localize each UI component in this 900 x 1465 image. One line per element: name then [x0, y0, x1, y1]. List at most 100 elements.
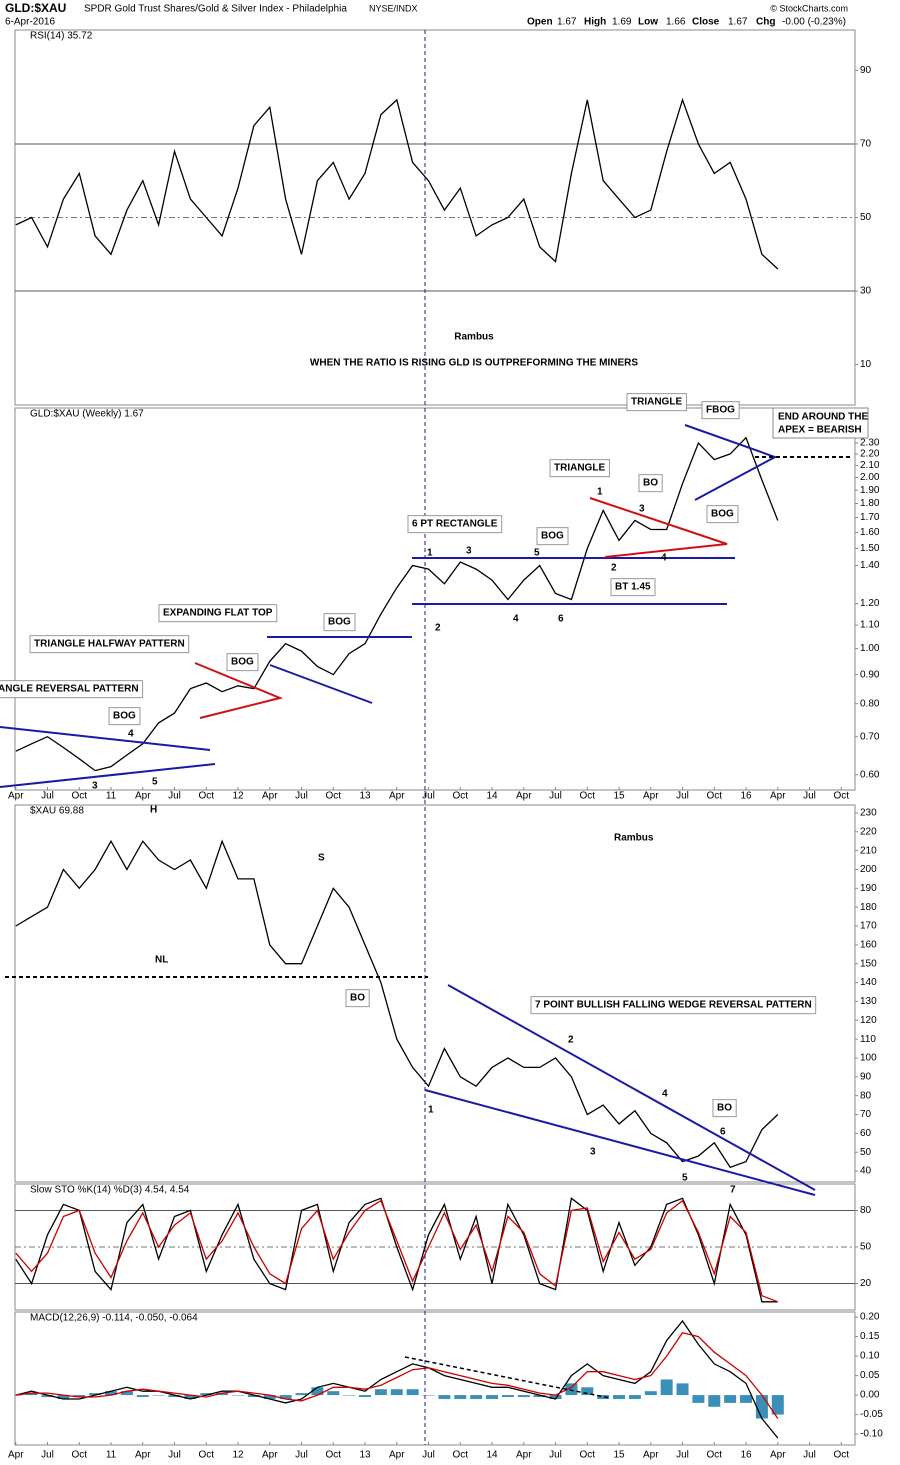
y-tick-label: 0.80: [860, 698, 880, 709]
x-tick-label: Jul: [168, 791, 181, 802]
annotation: 5: [682, 1173, 688, 1184]
series-line: [15, 839, 779, 1169]
y-tick-label: 30: [860, 286, 872, 297]
annotation: 2: [568, 1035, 574, 1046]
x-tick-label: Jul: [422, 791, 435, 802]
x-tick-label: 15: [613, 1450, 625, 1461]
x-tick-label: Apr: [8, 1450, 24, 1461]
annotation-box: [530, 996, 817, 1015]
annotation: 6 PT RECTANGLE: [412, 519, 498, 530]
histogram-bar: [692, 1395, 705, 1403]
histogram-bar: [263, 1395, 276, 1399]
annotation: 3: [590, 1147, 596, 1158]
histogram-bar: [105, 1391, 118, 1396]
y-tick-label: 200: [860, 864, 877, 875]
panel-legend: MACD(12,26,9) -0.114, -0.050, -0.064: [30, 1313, 198, 1324]
x-tick-label: Apr: [643, 791, 659, 802]
annotation: BO: [717, 1103, 732, 1114]
annotation: 6: [558, 614, 564, 625]
x-tick-label: Jul: [41, 791, 54, 802]
y-tick-label: 0.20: [860, 1312, 880, 1323]
quote-label: Chg: [756, 17, 775, 28]
x-tick-label: Oct: [834, 791, 850, 802]
quote-value: 1.67: [728, 17, 748, 28]
panel: $XAU 69.88 40 50 60 70 80 90 100 110 120 130 140 150…: [15, 806, 877, 1177]
quote-value: 1.69: [612, 17, 632, 28]
annotation-box: [29, 635, 190, 654]
series-line: [15, 1199, 779, 1303]
x-tick-label: 12: [232, 791, 244, 802]
series-line: [15, 1197, 778, 1303]
date: 6-Apr-2016: [5, 17, 55, 28]
histogram-bar: [549, 1395, 562, 1399]
annotation-box: [108, 707, 141, 726]
x-tick-label: 12: [232, 1450, 244, 1461]
series-line: [15, 97, 779, 270]
x-tick-label: Oct: [579, 791, 595, 802]
x-tick-label: Jul: [549, 791, 562, 802]
y-tick-label: 1.50: [860, 543, 880, 554]
y-tick-label: 120: [860, 1015, 877, 1026]
annotation: FBOG: [706, 405, 735, 416]
y-tick-label: 50: [860, 1147, 872, 1158]
histogram-bar: [644, 1391, 657, 1396]
annotation: ANGLE REVERSAL PATTERN: [0, 684, 139, 695]
histogram-bar: [724, 1395, 737, 1403]
y-tick-label: 170: [860, 921, 877, 932]
y-tick-label: 110: [860, 1034, 876, 1045]
quote-label: High: [584, 17, 606, 28]
histogram-bar: [247, 1395, 260, 1398]
x-tick-label: Apr: [389, 1450, 405, 1461]
annotation-box: [0, 680, 144, 699]
y-tick-label: 210: [860, 845, 877, 856]
annotation-box: [701, 401, 740, 420]
histogram-bar: [25, 1393, 38, 1396]
y-tick-label: 2.00: [860, 472, 880, 483]
histogram-bar: [120, 1391, 133, 1396]
histogram-bar: [454, 1395, 467, 1399]
y-tick-label: 220: [860, 826, 877, 837]
histogram-bar: [184, 1395, 197, 1399]
panel: RSI(14) 35.72 90 70 50 30 10: [15, 31, 872, 370]
y-tick-label: 0.10: [860, 1351, 880, 1362]
x-tick-label: 15: [613, 791, 625, 802]
annotation: 6: [720, 1127, 726, 1138]
histogram-bar: [755, 1395, 768, 1419]
panel-legend: Slow STO %K(14) %D(3) 4.54, 4.54: [30, 1185, 190, 1196]
y-tick-label: 70: [860, 139, 872, 150]
histogram-bar: [295, 1393, 308, 1396]
annotation: S: [318, 853, 325, 864]
annotation: 7 POINT BULLISH FALLING WEDGE REVERSAL P…: [535, 1000, 812, 1011]
histogram-bar: [771, 1395, 784, 1415]
y-tick-label: 140: [860, 977, 877, 988]
histogram-bar: [406, 1389, 419, 1396]
description: SPDR Gold Trust Shares/Gold & Silver Ind…: [84, 4, 347, 15]
x-tick-label: Apr: [135, 1450, 151, 1461]
y-tick-label: 1.00: [860, 643, 880, 654]
histogram-bar: [57, 1395, 70, 1399]
y-tick-label: -0.05: [860, 1409, 883, 1420]
histogram-bar: [660, 1379, 673, 1396]
y-tick-label: 0.90: [860, 669, 880, 680]
x-tick-label: Apr: [8, 791, 24, 802]
quote-value: -0.00 (-0.23%): [782, 17, 846, 28]
series-line: [15, 1331, 779, 1419]
histogram-bar: [470, 1395, 483, 1399]
annotation: TRIANGLE: [554, 463, 605, 474]
trendline: [0, 726, 211, 751]
annotation-box: [706, 505, 739, 524]
x-tick-label: 16: [740, 791, 752, 802]
note-box: [772, 407, 869, 439]
annotation-box: [712, 1099, 737, 1118]
annotation: 2: [435, 623, 441, 634]
annotation: 4: [661, 553, 667, 564]
x-tick-label: Jul: [422, 1450, 435, 1461]
histogram-bar: [216, 1393, 229, 1396]
annotation-box: [536, 527, 569, 546]
histogram-bar: [597, 1395, 610, 1399]
x-tick-label: Jul: [676, 1450, 689, 1461]
panel-frame: [14, 407, 856, 791]
triangle: [194, 662, 284, 719]
x-tick-label: Oct: [325, 791, 341, 802]
annotation: 3: [639, 504, 645, 515]
